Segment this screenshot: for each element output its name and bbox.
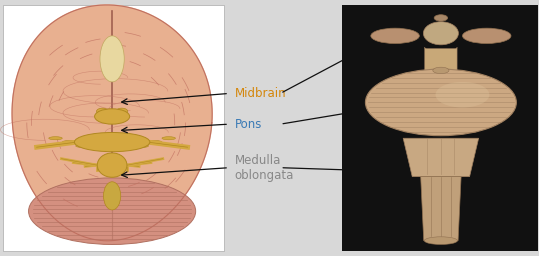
Ellipse shape [135,144,149,147]
Text: Medulla
oblongata: Medulla oblongata [234,154,294,182]
Ellipse shape [148,141,162,144]
Text: Pons: Pons [234,118,262,131]
Ellipse shape [94,109,130,124]
Ellipse shape [97,153,127,177]
Ellipse shape [365,69,516,136]
Ellipse shape [96,108,108,114]
Text: Midbrain: Midbrain [234,87,286,100]
Ellipse shape [434,15,447,21]
Ellipse shape [29,178,196,244]
Bar [342,5,538,251]
Ellipse shape [49,137,62,140]
Polygon shape [403,138,479,177]
Polygon shape [421,177,461,241]
Ellipse shape [162,137,176,140]
Ellipse shape [436,82,489,108]
Polygon shape [12,5,212,241]
Ellipse shape [433,67,449,74]
FancyBboxPatch shape [425,47,457,92]
Ellipse shape [74,133,150,152]
Ellipse shape [63,141,75,144]
Ellipse shape [100,36,124,82]
Ellipse shape [116,108,128,114]
Ellipse shape [424,237,458,244]
Ellipse shape [103,182,121,210]
Ellipse shape [75,144,89,147]
Ellipse shape [462,28,511,44]
Bar [3,5,224,251]
Ellipse shape [424,22,458,45]
Ellipse shape [371,28,419,44]
